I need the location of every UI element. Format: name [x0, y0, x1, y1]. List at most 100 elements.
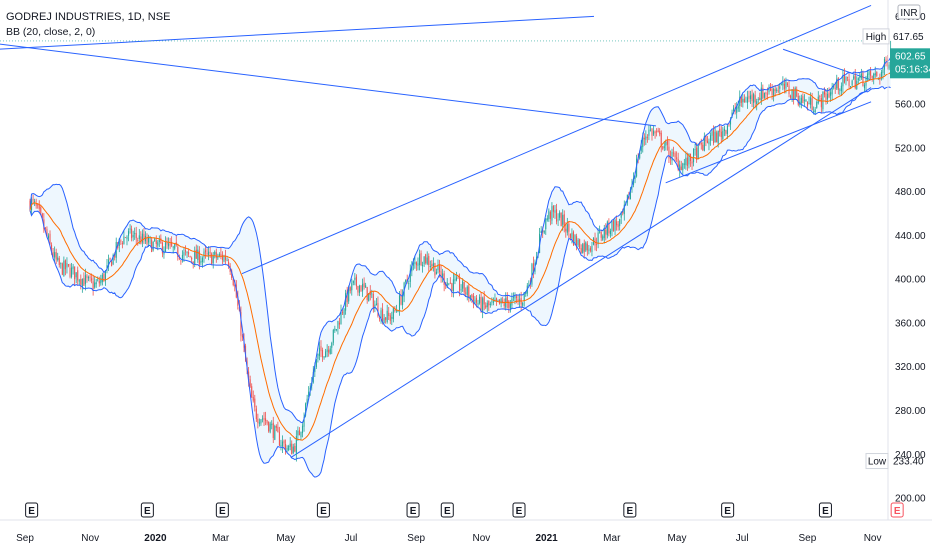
- candle-body: [572, 231, 575, 245]
- candle-body: [389, 315, 391, 321]
- candle-body: [859, 76, 861, 79]
- candle-body: [208, 251, 210, 256]
- candle-body: [451, 283, 453, 292]
- candle-body: [394, 309, 396, 312]
- bollinger-lines: [29, 57, 892, 478]
- candle-body: [723, 128, 725, 132]
- candle-body: [446, 282, 448, 288]
- candle-body: [673, 152, 675, 154]
- candle-body: [780, 84, 782, 86]
- candle-body: [696, 147, 698, 160]
- candle-body: [429, 265, 431, 268]
- candle-body: [483, 296, 485, 305]
- candle-body: [49, 233, 51, 244]
- candle-body: [69, 267, 71, 277]
- candle-body: [420, 253, 422, 265]
- candle-body: [180, 260, 182, 262]
- candle-body: [382, 308, 384, 322]
- candle-body: [808, 103, 810, 105]
- candle-body: [531, 264, 533, 285]
- candle-body: [671, 151, 673, 161]
- bb-upper-line: [29, 57, 892, 424]
- candle-body: [109, 257, 111, 260]
- trendlines: [0, 5, 888, 459]
- candle-body: [272, 422, 274, 438]
- candle-body: [850, 86, 852, 88]
- candle-body: [320, 346, 322, 352]
- candle-body: [508, 300, 510, 308]
- candle-body: [118, 238, 120, 247]
- candle-body: [867, 73, 869, 79]
- candle-body: [409, 270, 411, 282]
- candle-body: [774, 89, 776, 92]
- candle-body: [492, 301, 494, 303]
- candle-body: [491, 301, 493, 303]
- candle-body: [432, 263, 434, 267]
- candle-body: [523, 292, 525, 302]
- currency-badge[interactable]: [897, 4, 921, 20]
- candle-body: [154, 238, 156, 242]
- candle-body: [306, 398, 308, 405]
- candle-body: [460, 289, 462, 291]
- last-price-tag: 602.65 05:16:34: [890, 48, 932, 79]
- candle-body: [277, 426, 279, 433]
- candle-body: [335, 329, 337, 330]
- candle-body: [100, 279, 102, 284]
- candle-body: [71, 267, 73, 277]
- candle-body: [107, 259, 110, 268]
- candle-body: [169, 243, 171, 245]
- candle-body: [63, 260, 65, 276]
- candle-body: [123, 236, 125, 245]
- candle-body: [260, 419, 262, 424]
- candle-body: [257, 418, 259, 423]
- candle-body: [449, 282, 451, 284]
- candle-body: [571, 232, 573, 239]
- candle-body: [653, 130, 655, 135]
- earnings-marker-letter: E: [516, 506, 523, 517]
- candle-body: [442, 273, 444, 277]
- candle-body: [563, 214, 565, 228]
- candle-body: [471, 294, 473, 298]
- candle-body: [331, 342, 333, 348]
- candle-body: [634, 175, 636, 180]
- earnings-marker: E: [818, 502, 832, 518]
- earnings-marker-box: [721, 502, 735, 518]
- earnings-marker-box: [440, 502, 454, 518]
- indicator-label[interactable]: BB (20, close, 2, 0): [6, 26, 95, 38]
- candle-body: [477, 302, 479, 305]
- candle-body: [101, 274, 103, 282]
- candle-body: [60, 263, 62, 264]
- candle-body: [776, 89, 778, 91]
- candle-body: [74, 266, 76, 280]
- wedge-upper-line: [782, 48, 872, 81]
- candle-body: [579, 239, 581, 249]
- candle-body: [576, 236, 578, 246]
- candle-body: [255, 408, 257, 420]
- candle-body: [157, 242, 159, 246]
- candle-body: [796, 89, 798, 97]
- candle-body: [697, 143, 699, 159]
- candle-body: [358, 285, 361, 293]
- x-tick-label: 2020: [144, 533, 167, 544]
- candle-body: [434, 263, 436, 276]
- candle-body: [87, 276, 90, 279]
- candle-body: [845, 77, 847, 81]
- candle-body: [188, 251, 190, 255]
- candle-body: [372, 294, 374, 310]
- candle-body: [702, 144, 704, 151]
- candle-body: [851, 80, 853, 86]
- candle-body: [375, 303, 377, 306]
- candle-body: [220, 253, 222, 256]
- candle-body: [148, 236, 150, 243]
- candle-body: [414, 261, 416, 264]
- candle-body: [289, 443, 291, 447]
- candle-body: [686, 157, 688, 166]
- candle-body: [597, 232, 599, 244]
- candle-body: [611, 220, 613, 232]
- candle-body: [183, 252, 185, 256]
- candle-body: [131, 228, 133, 239]
- earnings-marker-box: [818, 502, 832, 518]
- candle-body: [172, 246, 174, 248]
- candle-body: [32, 199, 34, 201]
